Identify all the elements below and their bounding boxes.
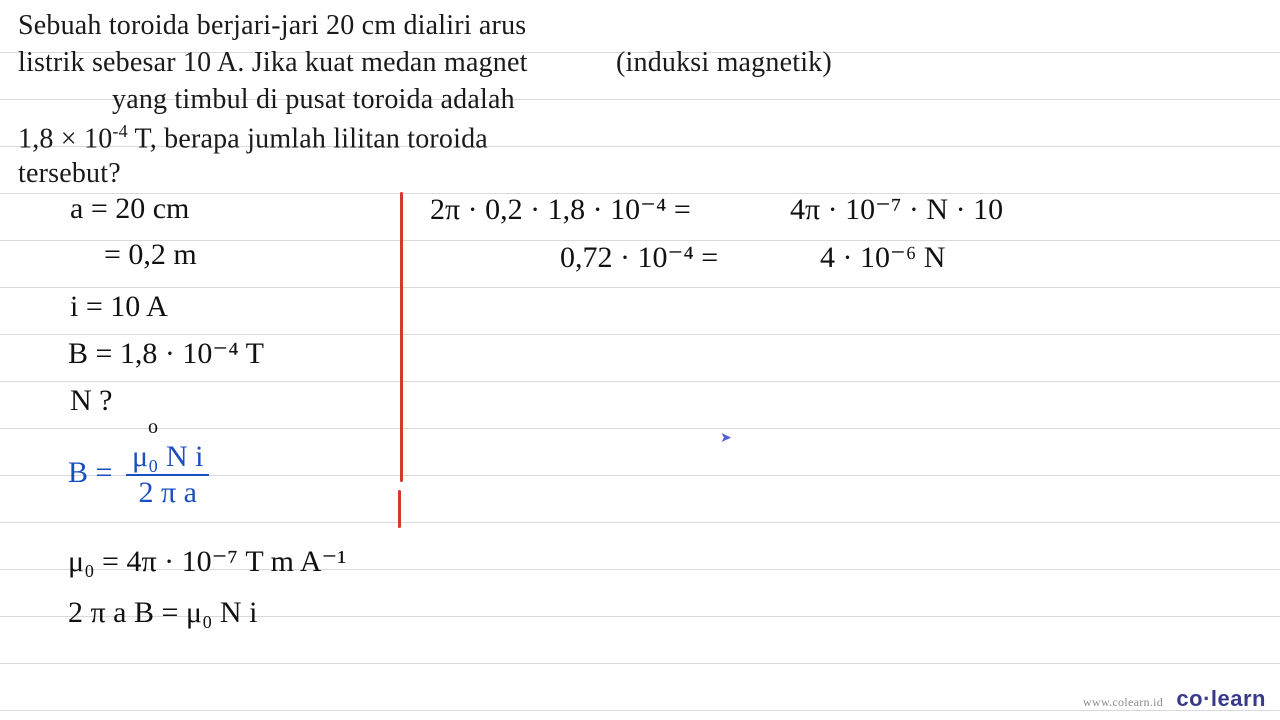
problem-line-3: yang timbul di pusat toroida adalah [112, 84, 515, 116]
given-N: N ? [70, 384, 112, 418]
branding-logo-dot: · [1203, 686, 1211, 711]
problem-line-4a: 1,8 × 10 [18, 123, 112, 154]
problem-line-4b: T, berapa jumlah lilitan toroida [128, 123, 488, 154]
problem-line-5: tersebut? [18, 158, 121, 190]
formula-fraction: μ₀ N i 2 π a [126, 440, 210, 510]
page: Sebuah toroida berjari-jari 20 cm dialir… [0, 0, 1280, 720]
branding-logo: co·learn [1176, 686, 1266, 711]
branding-logo-b: learn [1211, 686, 1266, 711]
branding: www.colearn.id co·learn [1083, 686, 1266, 712]
branding-url: www.colearn.id [1083, 695, 1163, 709]
given-B: B = 1,8 · 10⁻⁴ T [68, 336, 264, 371]
work-step1-lhs: 2π · 0,2 · 1,8 · 10⁻⁴ = [430, 192, 691, 227]
work-step2-rhs: 4 · 10⁻⁶ N [820, 240, 945, 275]
given-i: i = 10 A [70, 290, 168, 324]
formula-mu0: μ₀ = 4π · 10⁻⁷ T m A⁻¹ [68, 544, 346, 579]
formula-B-eq: B = μ₀ N i 2 π a [68, 440, 209, 510]
given-a: a = 20 cm [70, 192, 189, 226]
work-step2-lhs: 0,72 · 10⁻⁴ = [560, 240, 718, 275]
given-a-m: = 0,2 m [104, 238, 197, 272]
formula-den: 2 π a [126, 476, 210, 510]
problem-line-4: 1,8 × 10-4 T, berapa jumlah lilitan toro… [18, 121, 488, 155]
cursor-icon: ➤ [720, 430, 732, 447]
formula-lhs: B = [68, 456, 112, 489]
given-N-sub: o [148, 416, 158, 439]
formula-num: μ₀ N i [126, 440, 210, 476]
divider-red-seg1 [400, 192, 403, 482]
divider-red-seg2 [398, 490, 401, 528]
problem-line-4-exp: -4 [112, 121, 127, 141]
problem-line-2a: listrik sebesar 10 A. Jika kuat medan ma… [18, 47, 528, 79]
problem-line-2b: (induksi magnetik) [616, 47, 832, 79]
formula-rearranged: 2 π a B = μ₀ N i [68, 596, 257, 630]
problem-line-1: Sebuah toroida berjari-jari 20 cm dialir… [18, 10, 526, 42]
work-step1-rhs: 4π · 10⁻⁷ · N · 10 [790, 192, 1003, 227]
branding-logo-a: co [1176, 686, 1203, 711]
